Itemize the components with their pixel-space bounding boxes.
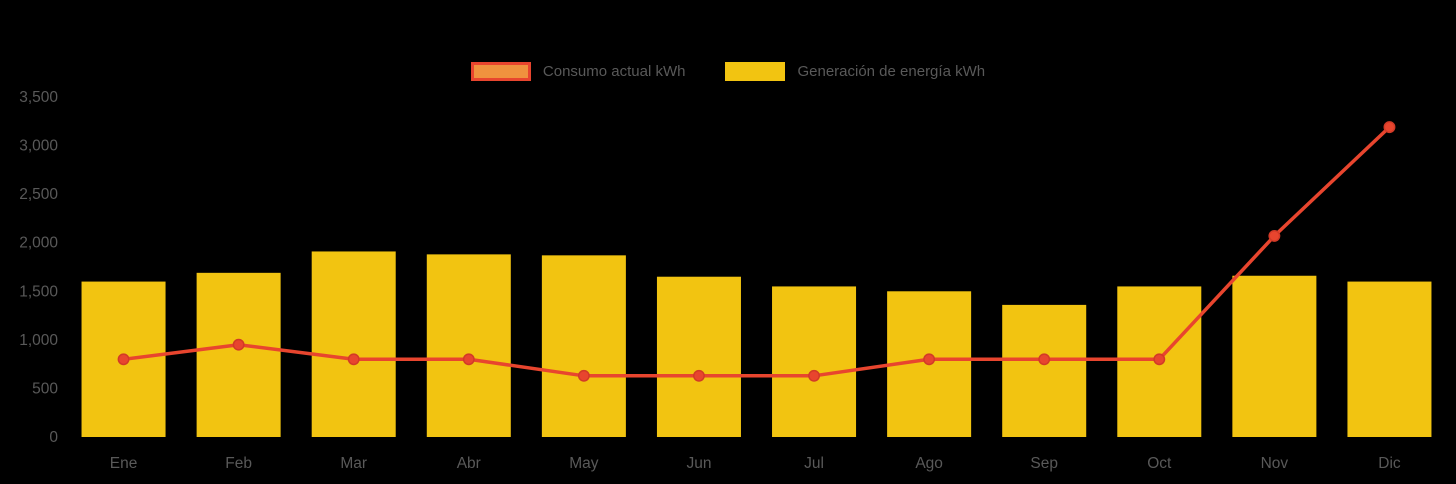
line-point-dic[interactable] bbox=[1383, 121, 1396, 134]
line-point-abr[interactable] bbox=[462, 353, 475, 366]
y-axis-tick-2500: 2,500 bbox=[19, 186, 58, 203]
bar-feb[interactable] bbox=[196, 272, 281, 437]
legend-item-consumo[interactable]: Consumo actual kWh bbox=[470, 62, 686, 81]
line-point-nov[interactable] bbox=[1268, 229, 1281, 242]
bar-may[interactable] bbox=[541, 255, 626, 437]
x-axis-label-mar: Mar bbox=[340, 455, 367, 472]
x-axis-label-feb: Feb bbox=[225, 455, 252, 472]
x-axis-label-abr: Abr bbox=[457, 455, 481, 472]
bar-jun[interactable] bbox=[656, 276, 741, 437]
x-axis-label-ago: Ago bbox=[915, 455, 943, 472]
line-point-oct[interactable] bbox=[1153, 353, 1166, 366]
line-point-sep[interactable] bbox=[1038, 353, 1051, 366]
bar-sep[interactable] bbox=[1002, 304, 1087, 437]
x-axis-label-dic: Dic bbox=[1378, 455, 1401, 472]
y-axis-tick-2000: 2,000 bbox=[19, 235, 58, 252]
line-point-feb[interactable] bbox=[232, 338, 245, 351]
bar-mar[interactable] bbox=[311, 251, 396, 437]
line-point-mar[interactable] bbox=[347, 353, 360, 366]
x-axis-label-may: May bbox=[569, 455, 599, 472]
x-axis-label-oct: Oct bbox=[1147, 455, 1172, 472]
line-point-jul[interactable] bbox=[808, 369, 820, 382]
bar-abr[interactable] bbox=[426, 254, 511, 437]
legend-swatch-generacion-bar bbox=[725, 62, 786, 81]
y-axis-tick-1000: 1,000 bbox=[19, 332, 58, 349]
consumption-line bbox=[121, 125, 1392, 378]
legend-label-consumo: Consumo actual kWh bbox=[542, 63, 686, 80]
y-axis-tick-1500: 1,500 bbox=[19, 283, 58, 300]
legend-swatch-consumo-line bbox=[470, 62, 531, 81]
bar-nov[interactable] bbox=[1232, 275, 1317, 437]
x-axis-label-jun: Jun bbox=[686, 455, 711, 472]
line-point-jun[interactable] bbox=[693, 369, 705, 382]
x-axis-label-jul: Jul bbox=[804, 455, 824, 472]
y-axis-tick-3000: 3,000 bbox=[19, 138, 58, 155]
x-axis-label-ene: Ene bbox=[110, 455, 138, 472]
y-axis-tick-0: 0 bbox=[49, 429, 58, 446]
y-axis-tick-3500: 3,500 bbox=[19, 89, 58, 106]
legend-label-generacion: Generación de energía kWh bbox=[797, 63, 986, 80]
line-point-ene[interactable] bbox=[117, 353, 130, 366]
x-axis-label-sep: Sep bbox=[1030, 455, 1058, 472]
x-axis-label-nov: Nov bbox=[1261, 455, 1289, 472]
chart-legend: Consumo actual kWh Generación de energía… bbox=[0, 62, 1456, 81]
y-axis-tick-500: 500 bbox=[32, 380, 58, 397]
line-point-ago[interactable] bbox=[923, 353, 936, 366]
bar-dic[interactable] bbox=[1347, 281, 1432, 437]
bar-jul[interactable] bbox=[772, 286, 857, 437]
legend-item-generacion[interactable]: Generación de energía kWh bbox=[725, 62, 985, 81]
line-point-may[interactable] bbox=[577, 369, 590, 382]
